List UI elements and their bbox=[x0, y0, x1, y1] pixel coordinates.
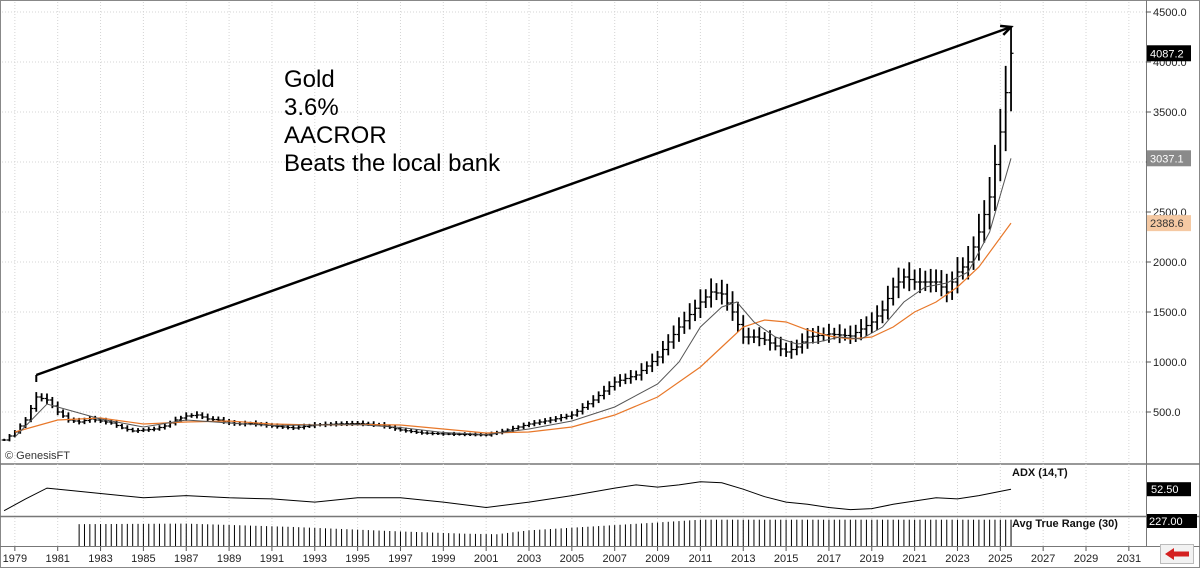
grid-lines bbox=[2, 2, 1146, 546]
trend-line bbox=[35, 25, 1012, 377]
date-tick-label: 1981 bbox=[45, 553, 69, 565]
ma-fast-label-bg bbox=[1147, 150, 1191, 167]
date-tick-label: 1999 bbox=[431, 553, 455, 565]
date-tick-label: 2009 bbox=[645, 553, 669, 565]
ma-fast-label-text: 3037.1 bbox=[1150, 153, 1184, 165]
date-tick-label: 1997 bbox=[388, 553, 412, 565]
ma-fast-line bbox=[14, 158, 1012, 438]
date-tick-label: 2001 bbox=[474, 553, 498, 565]
last-price-label-bg bbox=[1147, 45, 1191, 62]
atr-value-bg bbox=[1147, 514, 1197, 528]
date-tick-label: 2031 bbox=[1117, 553, 1141, 565]
date-tick-label: 2019 bbox=[860, 553, 884, 565]
ma-slow-label-bg bbox=[1147, 215, 1191, 232]
price-tick-label: 1000.0 bbox=[1153, 357, 1187, 369]
annotation-line-3: AACROR bbox=[284, 122, 387, 149]
date-axis: 1979 1981 1983 1985 1987 1989 1991 1993 1995 1997… bbox=[3, 547, 1141, 565]
date-tick-label: 1979 bbox=[3, 553, 27, 565]
date-tick-label: 2017 bbox=[817, 553, 841, 565]
atr-value-label: 227.00 bbox=[1147, 514, 1197, 528]
atr-bars bbox=[78, 519, 1012, 546]
adx-value-label: 52.50 bbox=[1147, 482, 1191, 497]
last-price-label: 4087.2 bbox=[1147, 45, 1191, 62]
ma-slow-label-text: 2388.6 bbox=[1150, 218, 1184, 230]
atr-value-text: 227.00 bbox=[1149, 516, 1183, 528]
trend-arrowhead bbox=[999, 24, 1014, 36]
date-tick-label: 2021 bbox=[902, 553, 926, 565]
date-tick-label: 1995 bbox=[345, 553, 369, 565]
date-tick-label: 1985 bbox=[131, 553, 155, 565]
annotation-line-1: Gold bbox=[284, 66, 335, 93]
date-tick-label: 2015 bbox=[774, 553, 798, 565]
date-tick-label: 2023 bbox=[945, 553, 969, 565]
annotation-text: Gold 3.6% AACROR Beats the local bank bbox=[284, 66, 500, 178]
adx-line bbox=[3, 481, 1012, 512]
annotation-line-4: Beats the local bank bbox=[284, 150, 501, 177]
date-tick-label: 1991 bbox=[260, 553, 284, 565]
price-tick-label: 500.0 bbox=[1153, 407, 1181, 419]
atr-title: Avg True Range (30) bbox=[1012, 518, 1118, 530]
date-tick-label: 2011 bbox=[689, 553, 713, 565]
last-price-label-text: 4087.2 bbox=[1150, 48, 1184, 60]
date-tick-label: 1987 bbox=[174, 553, 198, 565]
date-tick-label: 2007 bbox=[602, 553, 626, 565]
date-tick-label: 2005 bbox=[560, 553, 584, 565]
ma-slow-line bbox=[14, 222, 1012, 434]
price-tick-label: 1500.0 bbox=[1153, 307, 1187, 319]
date-tick-label: 1983 bbox=[88, 553, 112, 565]
date-tick-label: 2025 bbox=[988, 553, 1012, 565]
date-tick-label: 2013 bbox=[731, 553, 755, 565]
price-axis: 500.01000.01500.02000.02500.03000.03500.… bbox=[1146, 7, 1187, 419]
price-tick-label: 3500.0 bbox=[1153, 107, 1187, 119]
scroll-back-button[interactable] bbox=[1160, 544, 1194, 564]
date-tick-label: 1993 bbox=[303, 553, 327, 565]
watermark: © GenesisFT bbox=[5, 450, 70, 462]
adx-value-text: 52.50 bbox=[1151, 484, 1179, 496]
adx-value-bg bbox=[1147, 482, 1191, 497]
date-tick-label: 1989 bbox=[217, 553, 241, 565]
price-tick-label: 2000.0 bbox=[1153, 257, 1187, 269]
adx-title: ADX (14,T) bbox=[1012, 467, 1068, 479]
arrow-left-icon bbox=[1165, 548, 1189, 560]
annotation-line-2: 3.6% bbox=[284, 94, 339, 121]
ma-fast-label: 3037.1 bbox=[1147, 150, 1191, 167]
date-tick-label: 2027 bbox=[1031, 553, 1055, 565]
date-tick-label: 2029 bbox=[1074, 553, 1098, 565]
ma-slow-label: 2388.6 bbox=[1147, 215, 1191, 232]
date-tick-label: 2003 bbox=[517, 553, 541, 565]
price-tick-label: 4500.0 bbox=[1153, 7, 1187, 19]
